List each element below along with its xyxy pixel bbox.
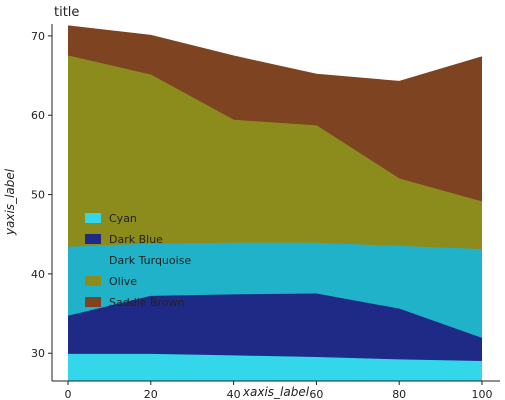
y-tick-label: 30 — [31, 347, 45, 360]
x-tick-label: 40 — [227, 388, 241, 400]
area-cyan — [68, 354, 482, 381]
line-cyan — [68, 353, 483, 363]
legend-swatch-olive — [85, 276, 101, 286]
x-tick-label: 20 — [144, 388, 158, 400]
line-olive — [67, 55, 483, 204]
x-axis-title: xaxis_label — [242, 385, 310, 399]
legend-label-cyan: Cyan — [109, 212, 137, 225]
y-tick-label: 40 — [31, 268, 45, 281]
x-tick-label: 60 — [309, 388, 323, 400]
x-tick-label: 80 — [392, 388, 406, 400]
y-tick-label: 60 — [31, 109, 45, 122]
line-dark-turquoise — [67, 242, 483, 252]
y-tick-label: 70 — [31, 30, 45, 43]
legend-swatch-cyan — [85, 213, 101, 223]
x-tick-label: 100 — [472, 388, 493, 400]
chart-title: title — [54, 5, 79, 20]
legend-swatch-saddle-brown — [85, 297, 101, 307]
y-tick-label: 50 — [31, 189, 45, 202]
legend: Cyan Dark Blue Dark Turquoise Olive Saddle B… — [85, 212, 191, 309]
legend-label-saddle-brown: Saddle Brown — [109, 296, 185, 309]
x-tick-label: 0 — [65, 388, 72, 400]
legend-label-dark-turquoise: Dark Turquoise — [109, 254, 191, 267]
legend-swatch-dark-blue — [85, 234, 101, 244]
y-axis-title: yaxis_label — [3, 168, 17, 236]
line-saddle-brown — [67, 25, 483, 83]
series-areas — [67, 25, 483, 381]
line-dark-blue — [67, 293, 483, 340]
y-ticks: 30 40 50 60 70 — [31, 30, 52, 360]
legend-label-dark-blue: Dark Blue — [109, 233, 163, 246]
legend-swatch-dark-turquoise — [85, 255, 101, 265]
axes — [51, 24, 500, 382]
x-ticks: 0 20 40 60 80 100 — [65, 381, 493, 400]
legend-label-olive: Olive — [109, 275, 137, 288]
